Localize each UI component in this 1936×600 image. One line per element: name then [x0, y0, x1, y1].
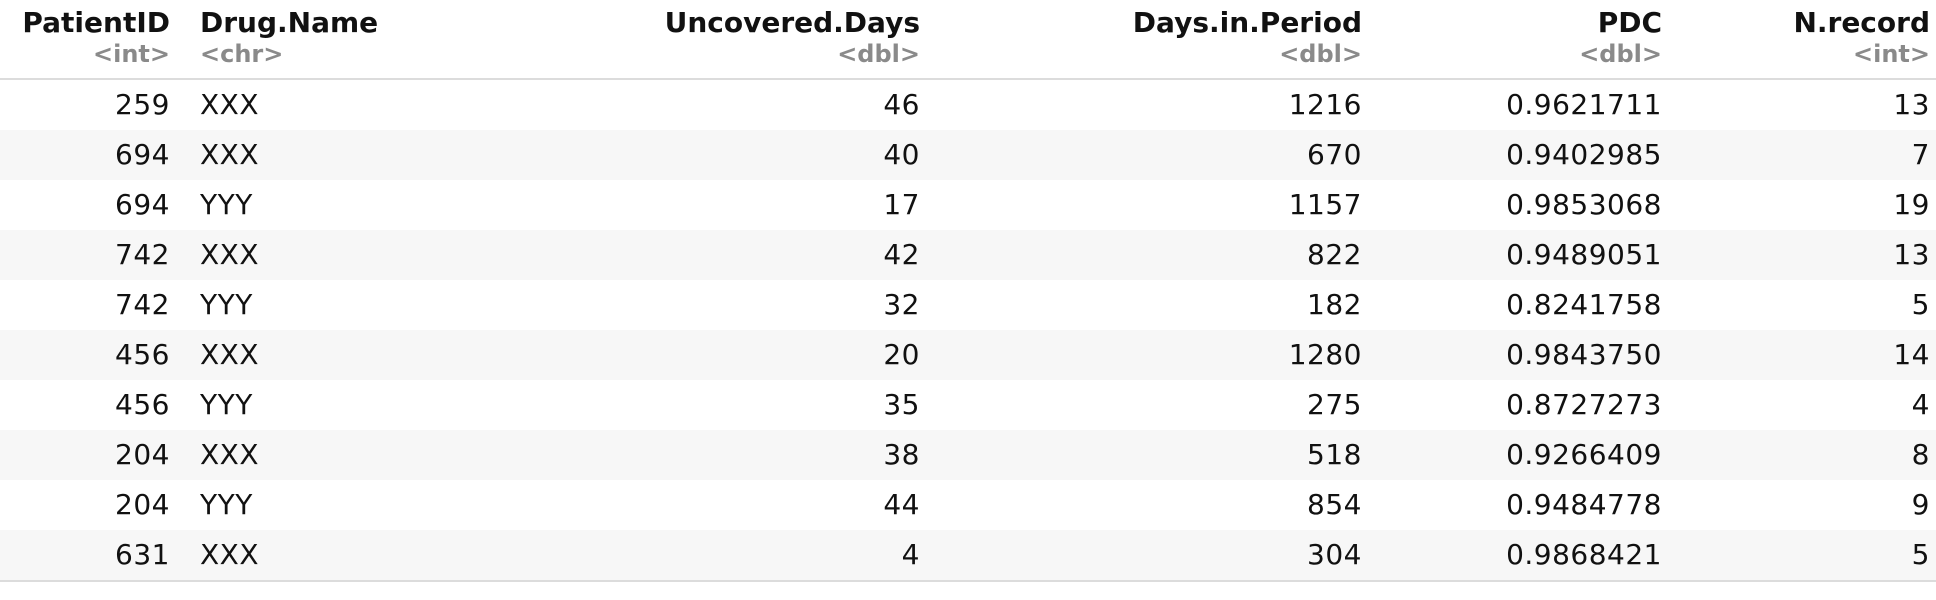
- column-name: Drug.Name: [200, 6, 379, 39]
- cell-pdc: 0.9853068: [1368, 180, 1668, 230]
- cell-n-record: 5: [1668, 280, 1936, 330]
- column-type: <dbl>: [837, 40, 920, 68]
- header-row: PatientID <int> Drug.Name <chr> Uncovere…: [0, 0, 1936, 80]
- column-header-n-record[interactable]: N.record <int>: [1668, 0, 1936, 80]
- column-type: <dbl>: [1279, 40, 1362, 68]
- column-type: <int>: [1852, 40, 1930, 68]
- cell-uncovered-days: 17: [376, 180, 926, 230]
- cell-n-record: 4: [1668, 380, 1936, 430]
- cell-uncovered-days: 42: [376, 230, 926, 280]
- cell-days-in-period: 854: [926, 480, 1368, 530]
- column-name: PDC: [1597, 6, 1662, 39]
- cell-days-in-period: 1280: [926, 330, 1368, 380]
- column-header-pdc[interactable]: PDC <dbl>: [1368, 0, 1668, 80]
- cell-days-in-period: 1216: [926, 79, 1368, 130]
- column-header-patientid[interactable]: PatientID <int>: [0, 0, 176, 80]
- table-row: 456 YYY 35 275 0.8727273 4: [0, 380, 1936, 430]
- cell-days-in-period: 304: [926, 530, 1368, 582]
- table-row: 631 XXX 4 304 0.9868421 5: [0, 530, 1936, 582]
- cell-patientid: 259: [0, 79, 176, 130]
- cell-uncovered-days: 46: [376, 79, 926, 130]
- cell-n-record: 8: [1668, 430, 1936, 480]
- column-header-uncovered-days[interactable]: Uncovered.Days <dbl>: [376, 0, 926, 80]
- cell-uncovered-days: 44: [376, 480, 926, 530]
- column-name: N.record: [1793, 6, 1930, 39]
- column-name: Uncovered.Days: [664, 6, 920, 39]
- table-body: 259 XXX 46 1216 0.9621711 13 694 XXX 40 …: [0, 79, 1936, 582]
- table-row: 204 YYY 44 854 0.9484778 9: [0, 480, 1936, 530]
- cell-patientid: 631: [0, 530, 176, 582]
- table-row: 259 XXX 46 1216 0.9621711 13: [0, 79, 1936, 130]
- cell-drug-name: YYY: [176, 180, 376, 230]
- cell-n-record: 19: [1668, 180, 1936, 230]
- column-type: <chr>: [200, 40, 284, 68]
- cell-uncovered-days: 20: [376, 330, 926, 380]
- cell-patientid: 456: [0, 330, 176, 380]
- column-name: PatientID: [22, 6, 170, 39]
- cell-pdc: 0.9843750: [1368, 330, 1668, 380]
- table-row: 742 YYY 32 182 0.8241758 5: [0, 280, 1936, 330]
- cell-patientid: 742: [0, 230, 176, 280]
- cell-days-in-period: 1157: [926, 180, 1368, 230]
- column-type: <int>: [92, 40, 170, 68]
- cell-n-record: 13: [1668, 79, 1936, 130]
- table-row: 456 XXX 20 1280 0.9843750 14: [0, 330, 1936, 380]
- column-type: <dbl>: [1579, 40, 1662, 68]
- cell-days-in-period: 670: [926, 130, 1368, 180]
- cell-drug-name: XXX: [176, 530, 376, 582]
- cell-drug-name: XXX: [176, 430, 376, 480]
- table-row: 204 XXX 38 518 0.9266409 8: [0, 430, 1936, 480]
- cell-patientid: 204: [0, 480, 176, 530]
- data-table: PatientID <int> Drug.Name <chr> Uncovere…: [0, 0, 1936, 582]
- cell-days-in-period: 518: [926, 430, 1368, 480]
- cell-pdc: 0.9484778: [1368, 480, 1668, 530]
- cell-uncovered-days: 40: [376, 130, 926, 180]
- cell-n-record: 7: [1668, 130, 1936, 180]
- cell-pdc: 0.8727273: [1368, 380, 1668, 430]
- cell-uncovered-days: 4: [376, 530, 926, 582]
- cell-drug-name: XXX: [176, 330, 376, 380]
- cell-uncovered-days: 38: [376, 430, 926, 480]
- cell-uncovered-days: 32: [376, 280, 926, 330]
- cell-n-record: 13: [1668, 230, 1936, 280]
- cell-n-record: 9: [1668, 480, 1936, 530]
- cell-patientid: 694: [0, 130, 176, 180]
- cell-patientid: 742: [0, 280, 176, 330]
- cell-drug-name: XXX: [176, 230, 376, 280]
- cell-uncovered-days: 35: [376, 380, 926, 430]
- cell-pdc: 0.9266409: [1368, 430, 1668, 480]
- cell-n-record: 5: [1668, 530, 1936, 582]
- cell-drug-name: YYY: [176, 480, 376, 530]
- cell-drug-name: YYY: [176, 280, 376, 330]
- cell-days-in-period: 182: [926, 280, 1368, 330]
- cell-pdc: 0.9489051: [1368, 230, 1668, 280]
- cell-patientid: 694: [0, 180, 176, 230]
- cell-patientid: 204: [0, 430, 176, 480]
- cell-drug-name: XXX: [176, 79, 376, 130]
- cell-drug-name: XXX: [176, 130, 376, 180]
- cell-drug-name: YYY: [176, 380, 376, 430]
- table-row: 694 XXX 40 670 0.9402985 7: [0, 130, 1936, 180]
- cell-pdc: 0.9868421: [1368, 530, 1668, 582]
- cell-n-record: 14: [1668, 330, 1936, 380]
- cell-pdc: 0.9621711: [1368, 79, 1668, 130]
- table-row: 694 YYY 17 1157 0.9853068 19: [0, 180, 1936, 230]
- cell-days-in-period: 275: [926, 380, 1368, 430]
- table-header: PatientID <int> Drug.Name <chr> Uncovere…: [0, 0, 1936, 80]
- cell-pdc: 0.9402985: [1368, 130, 1668, 180]
- cell-days-in-period: 822: [926, 230, 1368, 280]
- column-header-days-in-period[interactable]: Days.in.Period <dbl>: [926, 0, 1368, 80]
- column-name: Days.in.Period: [1132, 6, 1362, 39]
- cell-patientid: 456: [0, 380, 176, 430]
- cell-pdc: 0.8241758: [1368, 280, 1668, 330]
- table-row: 742 XXX 42 822 0.9489051 13: [0, 230, 1936, 280]
- column-header-drug-name[interactable]: Drug.Name <chr>: [176, 0, 379, 80]
